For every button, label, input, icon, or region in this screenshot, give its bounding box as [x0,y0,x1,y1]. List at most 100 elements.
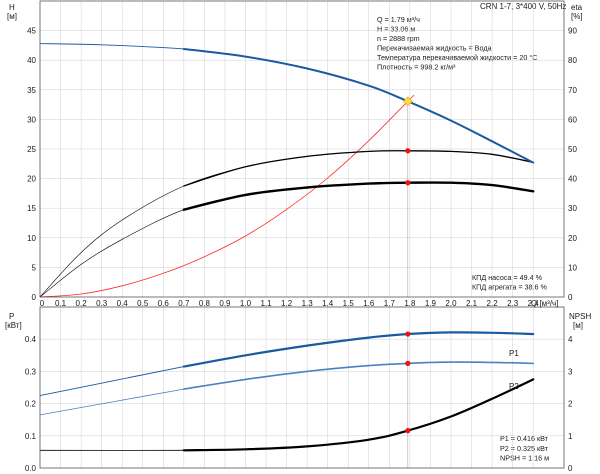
head-panel-frame [39,0,565,298]
power-tick-label: 0.4 [25,335,37,344]
p2-curve-operating [183,361,534,390]
head-curve-operating [182,48,535,164]
x-tick-label: 0.8 [199,299,211,308]
info-line: Q = 1.79 м³/ч [377,15,420,24]
p1-series-label: P1 [509,349,519,358]
power-panel-frame [39,306,565,469]
x-tick-label: 2.2 [487,299,499,308]
head-tick-label: 20 [27,175,36,184]
duty-point-npsh-marker [405,428,411,434]
npsh-axis-unit: [м] [573,321,583,330]
duty-point-head-marker [402,96,413,107]
duty-point-p2-marker [405,360,411,366]
x-tick-label: 0.1 [55,299,67,308]
power-tick-label: 0.3 [25,367,37,376]
head-tick-label: 40 [27,56,36,65]
pump-model-title: CRN 1-7, 3*400 V, 50Hz [480,2,566,11]
power-axis-unit: [кВт] [5,321,22,330]
eta-tick-label: 80 [568,56,577,65]
eta-tick-label: 30 [568,204,577,213]
x-tick-label: 0.6 [158,299,170,308]
x-tick-label: 0.7 [178,299,190,308]
x-tick-label: 2.0 [445,299,457,308]
power-axis-label: P [9,312,14,321]
info-line: КПД агрегата = 38.6 % [472,283,548,292]
flow-axis-label: Q [м³/ч] [531,299,558,308]
npsh-tick-label: 1 [568,432,573,441]
x-tick-label: 0.2 [76,299,88,308]
x-tick-label: 0.4 [117,299,129,308]
x-tick-label: 0 [40,299,45,308]
x-tick-label: 0.9 [219,299,231,308]
npsh-tick-label: 2 [568,400,573,409]
head-tick-label: 15 [27,204,36,213]
x-tick-label: 1.6 [363,299,375,308]
head-panel-grid [40,1,564,297]
power-panel-grid [40,307,564,468]
eta-tick-label: 50 [568,145,577,154]
x-tick-label: 1.7 [384,299,396,308]
eta-tick-label: 90 [568,27,577,36]
duty-point-info: Q = 1.79 м³/чH = 33.06 мn = 2888 rpmПере… [377,15,537,72]
x-tick-label: 1.5 [343,299,355,308]
info-line: n = 2888 rpm [377,34,420,43]
head-tick-label: 35 [27,86,36,95]
p2-series-label: P2 [509,382,519,391]
system-curve [39,94,415,298]
duty-point-unit-efficiency-marker [405,180,411,186]
head-tick-label: 25 [27,145,36,154]
power-panel-series [39,331,535,452]
head-tick-label: 0 [32,293,37,302]
head-tick-label: 45 [27,27,36,36]
info-line: NPSH = 1.16 м [500,454,549,463]
duty-point-pump-efficiency-marker [405,148,411,154]
x-tick-label: 0.3 [96,299,108,308]
head-tick-label: 30 [27,115,36,124]
x-tick-label: 1.2 [281,299,293,308]
info-line: H = 33.06 м [377,25,415,34]
x-tick-label: 1.3 [302,299,314,308]
pump-efficiency-curve-operating [183,150,534,187]
x-tick-label: 2.4 [528,299,540,308]
x-tick-label: 1.9 [425,299,437,308]
duty-point-markers [402,96,413,468]
eta-tick-label: 60 [568,115,577,124]
npsh-curve-operating [182,378,535,452]
x-tick-label: 1.4 [322,299,334,308]
eta-tick-label: 70 [568,86,577,95]
axis-ticks: 0 0.1 0.2 0.3 0.4 0.5 0.6 0.7 0.8 0.9 1.0 1.1 1.2 1.3… [25,27,578,473]
eta-axis-unit: [%] [571,12,583,21]
info-line: Плотность = 998.2 кг/м³ [377,63,456,72]
p1-curve-operating [182,331,535,368]
eta-tick-label: 10 [568,263,577,272]
head-axis-unit: [м] [7,12,17,21]
eta-tick-label: 40 [568,175,577,184]
info-line: Перекачиваемая жидкость = Вода [377,44,492,53]
x-tick-label: 1.8 [404,299,416,308]
npsh-tick-label: 4 [568,335,573,344]
power-tick-label: 0.1 [25,432,37,441]
info-line: Температура перекачиваемой жидкости = 20… [377,53,537,62]
head-panel-series [39,43,535,298]
eta-axis-label: eta [571,3,583,12]
npsh-tick-label: 3 [568,367,573,376]
power-tick-label: 0.0 [25,464,37,473]
x-tick-label: 0.5 [137,299,149,308]
efficiency-info: КПД насоса = 49.4 %КПД агрегата = 38.6 % [472,273,548,292]
x-tick-label: 1.0 [240,299,252,308]
npsh-axis-label: NPSH [569,312,591,321]
info-line: P1 = 0.416 кВт [500,434,549,443]
eta-tick-label: 20 [568,234,577,243]
npsh-tick-label: 0 [568,464,573,473]
head-tick-label: 10 [27,234,36,243]
x-tick-label: 2.1 [466,299,478,308]
info-line: P2 = 0.325 кВт [500,444,549,453]
unit-efficiency-curve-operating [182,181,535,211]
info-line: КПД насоса = 49.4 % [472,273,543,282]
power-tick-label: 0.2 [25,400,37,409]
head-tick-label: 5 [32,263,37,272]
x-tick-label: 2.3 [507,299,519,308]
eta-tick-label: 0 [568,293,573,302]
